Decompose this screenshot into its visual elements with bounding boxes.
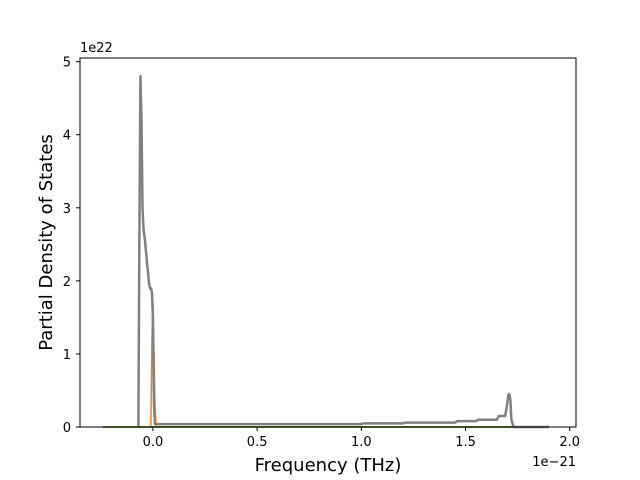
x-axis-label: Frequency (THz) (255, 455, 402, 476)
x-tick-label: 1.5 (455, 435, 476, 450)
x-tick-label: 0.5 (247, 435, 268, 450)
y-axis-label: Partial Density of States (36, 134, 57, 351)
y-tick-label: 5 (63, 56, 71, 71)
x-tick-label: 2.0 (559, 435, 580, 450)
plot-frame (79, 57, 577, 428)
x-tick-label: 1.0 (351, 435, 372, 450)
series-line-4 (137, 75, 549, 429)
y-multiplier: 1e22 (80, 41, 113, 56)
y-tick-label: 4 (63, 129, 71, 144)
x-multiplier: 1e−21 (532, 455, 576, 470)
y-tick-label: 3 (63, 202, 71, 217)
tick-layer: 0.0 0.5 1.0 1.5 2.0 0 1 2 3 4 5 (63, 56, 580, 450)
y-tick-label: 2 (63, 275, 71, 290)
x-tick-label: 0.0 (143, 435, 164, 450)
y-tick-label: 0 (63, 421, 71, 436)
y-tick-label: 1 (63, 348, 71, 363)
